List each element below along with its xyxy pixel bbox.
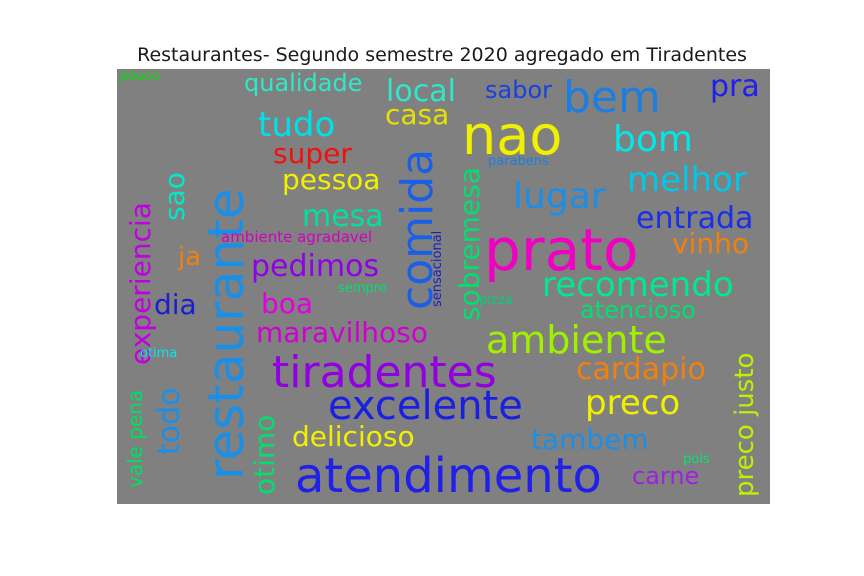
word-comida: comida (392, 149, 443, 310)
word-ja: ja (177, 242, 201, 272)
word-pedimos: pedimos (251, 249, 379, 284)
word-tambem: tambem (531, 423, 649, 456)
word-ambiente-agradavel: ambiente agradavel (221, 228, 372, 246)
word-experiencia: experiencia (124, 202, 157, 365)
word-todo: todo (152, 387, 187, 455)
word-sao: sao (158, 172, 191, 221)
word-qualidade: qualidade (244, 69, 362, 97)
word-casa: casa (385, 98, 449, 131)
word-bom: bom (613, 119, 693, 160)
word-dia: dia (154, 288, 197, 321)
word-pizza: pizza (479, 293, 512, 308)
word-recomendo: recomendo (542, 265, 734, 305)
word-nao: nao (462, 104, 562, 167)
word-sempre: sempre (338, 281, 387, 296)
word-cardapio: cardapio (576, 352, 706, 387)
word-delicioso: delicioso (292, 420, 415, 453)
word-ambiente: ambiente (486, 318, 667, 362)
word-vale-pena: vale pena (123, 390, 147, 488)
word-pois: pois (683, 452, 710, 467)
word-atencioso: atencioso (580, 296, 696, 324)
word-pouco: pouco (120, 69, 160, 84)
word-mesa: mesa (302, 199, 384, 234)
word-prato: prato (484, 216, 638, 284)
word-boa: boa (261, 287, 313, 320)
word-sabor: sabor (485, 76, 552, 104)
word-parabens: parabens (488, 154, 549, 169)
word-super: super (273, 137, 352, 170)
word-otima: otima (140, 346, 177, 361)
word-atendimento: atendimento (295, 448, 602, 504)
word-vinho: vinho (672, 227, 749, 260)
word-otimo: otimo (248, 415, 281, 495)
word-cloud-panel (117, 69, 770, 504)
word-tiradentes: tiradentes (272, 347, 497, 398)
word-pessoa: pessoa (282, 163, 380, 196)
word-maravilhoso: maravilhoso (256, 316, 428, 349)
word-entrada: entrada (636, 201, 753, 236)
word-local: local (386, 74, 456, 109)
word-preco: preco (585, 383, 680, 423)
word-excelente: excelente (328, 383, 523, 429)
word-sensacional: sensacional (430, 231, 445, 307)
word-preco-justo: preco justo (730, 353, 760, 497)
chart-title: Restaurantes- Segundo semestre 2020 agre… (137, 44, 747, 66)
word-sobremesa: sobremesa (453, 167, 486, 321)
word-bem: bem (563, 72, 661, 123)
word-lugar: lugar (513, 176, 606, 217)
word-tudo: tudo (258, 105, 335, 145)
word-restaurante: restaurante (197, 189, 255, 480)
word-pra: pra (710, 69, 760, 104)
word-carne: carne (632, 462, 699, 490)
word-melhor: melhor (627, 160, 747, 200)
